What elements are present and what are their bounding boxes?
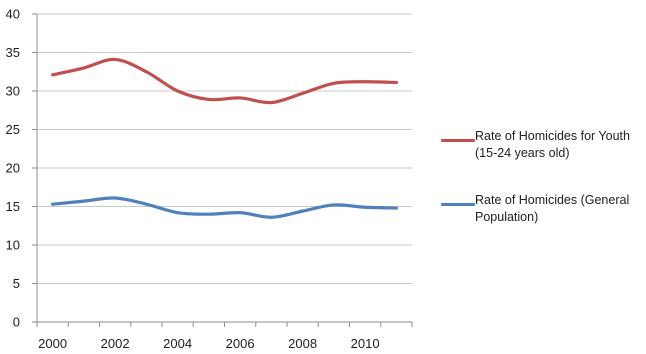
legend-label-youth-line-2: (15-24 years old)	[475, 146, 570, 160]
y-tick-labels: 0 5 10 15 20 25 30 35 40	[6, 7, 20, 330]
x-tick-label: 2000	[38, 336, 67, 351]
legend-item-youth: Rate of Homicides for Youth (15-24 years…	[441, 128, 646, 168]
x-tick-label: 2008	[288, 336, 317, 351]
series-lines	[51, 57, 398, 219]
y-tick-label: 35	[6, 45, 20, 60]
legend-swatch-general	[441, 203, 475, 206]
legend-label-general-line-1: Rate of Homicides (General	[475, 193, 630, 207]
legend-label-youth: Rate of Homicides for Youth (15-24 years…	[475, 128, 646, 162]
series-line-1	[51, 196, 398, 219]
series-line-0	[51, 57, 398, 105]
y-tick-label: 20	[6, 161, 20, 176]
y-tick-label: 0	[13, 315, 20, 330]
legend-swatch-youth	[441, 139, 475, 142]
y-tick-label: 10	[6, 238, 20, 253]
y-tick-label: 30	[6, 84, 20, 99]
legend-label-general: Rate of Homicides (General Population)	[475, 192, 646, 226]
legend-item-general: Rate of Homicides (General Population)	[441, 192, 646, 232]
x-tick-label: 2006	[226, 336, 255, 351]
legend-label-youth-line-1: Rate of Homicides for Youth	[475, 129, 630, 143]
x-tick-label: 2010	[351, 336, 380, 351]
y-tick-label: 15	[6, 199, 20, 214]
x-tick-label: 2004	[163, 336, 192, 351]
y-tick-label: 25	[6, 122, 20, 137]
gridlines	[37, 13, 412, 284]
y-tick-label: 40	[6, 7, 20, 22]
x-tick-label: 2002	[101, 336, 130, 351]
y-tick-label: 5	[13, 276, 20, 291]
legend-label-general-line-2: Population)	[475, 210, 539, 224]
x-tick-labels: 2000 2002 2004 2006 2008 2010	[38, 336, 379, 351]
axes	[32, 13, 413, 327]
